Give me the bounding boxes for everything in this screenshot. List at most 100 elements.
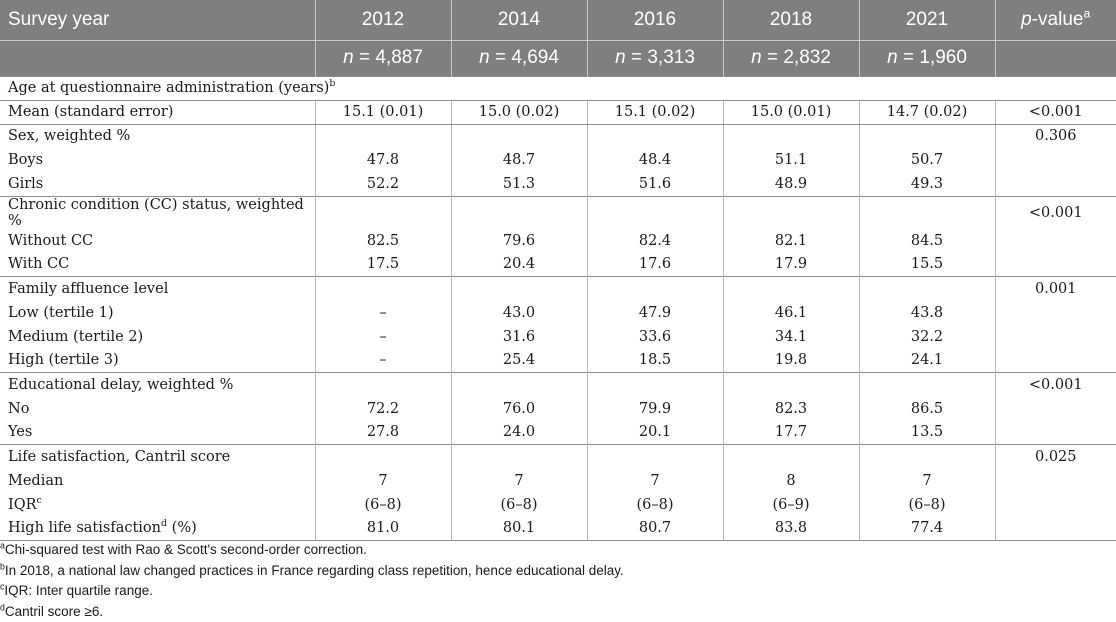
cell-value: 32.2 [858, 324, 995, 349]
header-pvalue: p-valuea [994, 0, 1116, 40]
row-label: High life satisfactiond (%) [0, 516, 315, 541]
table-row: High (tertile 3) – 25.4 18.5 19.8 24.1 [0, 348, 1116, 373]
cell-value: 17.6 [586, 252, 723, 277]
header-n: n = 2,832 [722, 39, 859, 76]
table-row-age-section: Age at questionnaire administration (yea… [0, 75, 1116, 100]
pvalue-sup: a [1083, 6, 1091, 21]
cell-value: 80.1 [450, 516, 587, 541]
header-year: 2014 [450, 0, 587, 40]
row-label: No [8, 400, 30, 417]
table-row-section: Chronic condition (CC) status, weighted … [0, 195, 1116, 229]
cell-value: (6–8) [586, 492, 723, 517]
table-row: Boys 47.8 48.7 48.4 51.1 50.7 [0, 148, 1116, 172]
header-year: 2021 [858, 0, 995, 40]
cell-value: 7 [858, 468, 995, 493]
row-label: Without CC [8, 232, 94, 249]
row-label: Medium (tertile 2) [8, 328, 144, 345]
pvalue-label: -value [1031, 8, 1084, 30]
table-row: Girls 52.2 51.3 51.6 48.9 49.3 [0, 172, 1116, 196]
cell-value: 50.7 [858, 148, 995, 172]
cell-value: 20.4 [450, 252, 587, 277]
row-label: Low (tertile 1) [8, 304, 114, 321]
cell-value: 77.4 [858, 516, 995, 541]
cell-value: 19.8 [722, 348, 859, 373]
cell-value: – [314, 300, 451, 325]
table-row: Median 7 7 7 8 7 [0, 468, 1116, 493]
footnote: cIQR: Inter quartile range. [0, 581, 153, 598]
header-row-years: Survey year 2012 2014 2016 2018 2021 p-v… [0, 0, 1116, 40]
cell-value: 17.7 [722, 420, 859, 445]
row-label: High (tertile 3) [8, 352, 119, 369]
cell-value: 84.5 [858, 228, 995, 253]
table-row: No 72.2 76.0 79.9 82.3 86.5 [0, 396, 1116, 421]
cell-value: 14.7 (0.02) [858, 99, 995, 125]
cell-value: 51.6 [586, 172, 723, 196]
row-label: Age at questionnaire administration (yea… [0, 75, 1116, 100]
cell-value: 34.1 [722, 324, 859, 349]
cell-pvalue: <0.001 [994, 372, 1116, 397]
cell-value: 47.8 [314, 148, 451, 172]
cell-value: 82.3 [722, 396, 859, 421]
row-label: Girls [8, 175, 44, 192]
cell-value: 15.5 [858, 252, 995, 277]
table-row: IQRc (6–8) (6–8) (6–8) (6–9) (6–8) [0, 492, 1116, 517]
cell-value: (6–8) [314, 492, 451, 517]
cell-pvalue: 0.001 [994, 276, 1116, 301]
row-label: Yes [8, 424, 33, 441]
table-row: High life satisfactiond (%) 81.0 80.1 80… [0, 516, 1116, 541]
cell-value: 31.6 [450, 324, 587, 349]
cell-value: (6–9) [722, 492, 859, 517]
footnote: dCantril score ≥6. [0, 602, 104, 619]
footnote: bIn 2018, a national law changed practic… [0, 561, 624, 578]
table-row-section: Sex, weighted % 0.306 [0, 123, 1116, 148]
table-row-section: Educational delay, weighted % <0.001 [0, 372, 1116, 397]
cell-value: 49.3 [858, 172, 995, 196]
cell-value: 15.0 (0.02) [450, 99, 587, 125]
cell-value: 8 [722, 468, 859, 493]
cell-value: 7 [450, 468, 587, 493]
row-label: Mean (standard error) [0, 99, 315, 125]
footnotes: aChi-squared test with Rao & Scott's sec… [0, 540, 624, 622]
pvalue-p: p [1021, 8, 1032, 30]
cell-pvalue: 0.025 [994, 444, 1116, 469]
cell-value: 24.1 [858, 348, 995, 373]
cell-value: 51.3 [450, 172, 587, 196]
cell-value: (6–8) [450, 492, 587, 517]
survey-table: Survey year 2012 2014 2016 2018 2021 p-v… [0, 0, 1116, 541]
cell-value: 83.8 [722, 516, 859, 541]
row-label: IQRc [8, 494, 42, 513]
header-n: n = 4,694 [450, 39, 587, 76]
cell-value: 13.5 [858, 420, 995, 445]
cell-pvalue: 0.306 [994, 123, 1116, 148]
cell-pvalue: <0.001 [994, 99, 1116, 125]
cell-value: 15.1 (0.02) [586, 99, 723, 125]
table-row: Yes 27.8 24.0 20.1 17.7 13.5 [0, 420, 1116, 445]
cell-value: 48.7 [450, 148, 587, 172]
cell-value: 80.7 [586, 516, 723, 541]
row-label: Median [8, 472, 64, 489]
table-row: Without CC 82.5 79.6 82.4 82.1 84.5 [0, 228, 1116, 253]
cell-value: 43.8 [858, 300, 995, 325]
cell-value: 76.0 [450, 396, 587, 421]
header-empty [994, 39, 1116, 76]
table-row: Mean (standard error) 15.1 (0.01) 15.0 (… [0, 99, 1116, 125]
header-n: n = 3,313 [586, 39, 723, 76]
header-n: n = 4,887 [314, 39, 451, 76]
cell-value: 18.5 [586, 348, 723, 373]
cell-value: (6–8) [858, 492, 995, 517]
cell-value: – [314, 324, 451, 349]
cell-value: 33.6 [586, 324, 723, 349]
cell-value: 82.5 [314, 228, 451, 253]
cell-value: 48.4 [586, 148, 723, 172]
header-n: n = 1,960 [858, 39, 995, 76]
cell-value: 17.5 [314, 252, 451, 277]
header-year: 2018 [722, 0, 859, 40]
cell-value: – [314, 348, 451, 373]
table-row: Low (tertile 1) – 43.0 47.9 46.1 43.8 [0, 300, 1116, 325]
header-survey-year: Survey year [0, 0, 315, 40]
cell-value: 48.9 [722, 172, 859, 196]
row-label: With CC [8, 256, 70, 273]
row-label: Life satisfaction, Cantril score [0, 444, 315, 469]
cell-pvalue: <0.001 [994, 195, 1116, 229]
cell-value: 79.9 [586, 396, 723, 421]
